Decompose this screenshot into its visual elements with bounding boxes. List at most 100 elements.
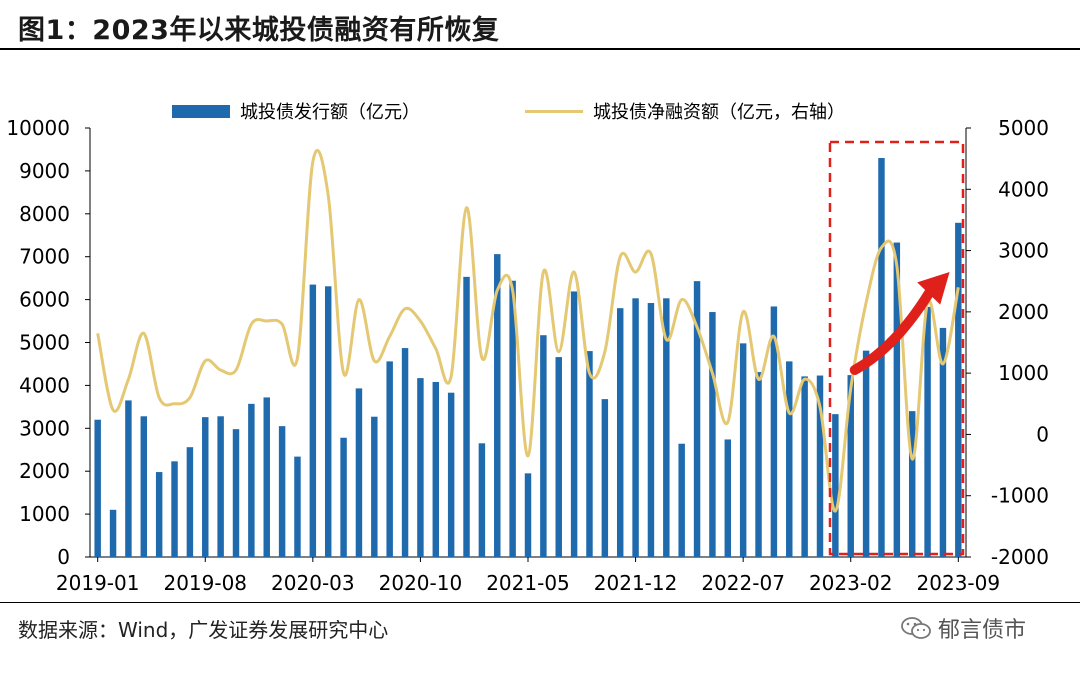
right-tick-label: 3000: [998, 239, 1049, 263]
watermark: 郁言债市: [900, 612, 1026, 644]
bar-2021-03: [494, 254, 501, 557]
left-tick-label: 1000: [19, 502, 70, 526]
bar-2019-05: [155, 472, 163, 557]
left-tick-label: 2000: [19, 459, 70, 483]
bar-2019-10: [232, 429, 240, 557]
bar-2021-07: [555, 357, 562, 557]
bar-2019-12: [263, 397, 270, 557]
left-tick-label: 10000: [6, 116, 70, 140]
bar-2020-06: [355, 388, 363, 557]
x-tick-label: 2019-01: [56, 571, 140, 595]
bar-2020-04: [324, 286, 332, 557]
x-tick-label: 2020-10: [379, 571, 463, 595]
bar-2022-05: [709, 312, 716, 557]
left-tick-label: 7000: [19, 245, 70, 269]
left-tick-label: 6000: [19, 288, 70, 312]
bar-2022-02: [663, 298, 670, 557]
bar-2022-04: [693, 281, 701, 557]
x-tick-label: 2019-08: [163, 571, 247, 595]
bar-2022-06: [724, 439, 732, 557]
bar-2019-01: [94, 419, 101, 557]
right-tick-label: 5000: [998, 116, 1049, 140]
right-tick-label: -2000: [991, 545, 1049, 569]
bar-2021-08: [570, 291, 578, 557]
source-note: 数据来源：Wind，广发证券发展研究中心: [18, 618, 389, 642]
x-tick-label: 2020-03: [271, 571, 355, 595]
trend-arrow-shaft: [849, 288, 934, 375]
bar-2022-03: [678, 443, 685, 557]
right-tick-label: 2000: [998, 300, 1049, 324]
bar-2020-10: [417, 378, 424, 557]
bar-2023-02: [847, 375, 854, 557]
bar-2021-01: [463, 276, 470, 557]
bar-2021-10: [601, 399, 609, 557]
wechat-icon: [901, 617, 931, 639]
x-tick-label: 2023-09: [917, 571, 1001, 595]
right-tick-label: 1000: [998, 361, 1049, 385]
bar-2022-12: [816, 375, 824, 557]
x-tick-label: 2022-07: [701, 571, 785, 595]
top-rule: [0, 48, 1080, 50]
bar-2020-03: [309, 284, 317, 557]
legend: 城投债发行额（亿元） 城投债净融资额（亿元，右轴）: [0, 98, 1080, 128]
left-tick-label: 4000: [19, 373, 70, 397]
legend-label-net-financing: 城投债净融资额（亿元，右轴）: [593, 102, 845, 123]
watermark-text: 郁言债市: [938, 618, 1027, 643]
bar-2022-11: [801, 376, 808, 557]
bar-2021-02: [478, 443, 486, 557]
legend-item-net-financing: 城投债净融资额（亿元，右轴）: [525, 98, 845, 124]
bar-2020-05: [340, 437, 347, 557]
left-tick-label: 8000: [19, 202, 70, 226]
left-tick-label: 0: [57, 545, 70, 569]
left-tick-label: 5000: [19, 331, 70, 355]
bar-2020-12: [447, 392, 455, 557]
bar-2019-03: [125, 400, 132, 557]
x-tick-label: 2021-12: [594, 571, 678, 595]
x-tick-label: 2021-05: [486, 571, 570, 595]
legend-swatch-line: [525, 109, 583, 113]
bar-2021-09: [586, 351, 593, 557]
bar-2020-08: [386, 361, 393, 557]
bar-2023-05: [893, 242, 901, 557]
left-tick-label: 9000: [19, 159, 70, 183]
left-tick-label: 3000: [19, 416, 70, 440]
right-tick-label: 0: [1036, 422, 1049, 446]
bar-2022-10: [786, 361, 793, 557]
bar-2022-01: [647, 303, 655, 557]
bar-2022-09: [770, 306, 778, 557]
x-tick-label: 2023-02: [809, 571, 893, 595]
bar-2019-11: [248, 403, 255, 557]
plot-area: 0 1000 2000 3000 4000 5000 6000 7000 8000 9000 100…: [6, 116, 1049, 595]
bar-2022-08: [755, 372, 762, 557]
right-tick-label: 4000: [998, 177, 1049, 201]
bar-2019-07: [186, 447, 194, 557]
bar-2023-06: [908, 411, 916, 557]
bar-2019-02: [109, 509, 117, 557]
bar-2023-07: [924, 306, 931, 557]
net-financing-line: [96, 148, 960, 513]
bar-2019-09: [217, 416, 224, 557]
bar-2020-02: [294, 456, 301, 557]
legend-swatch-bar: [172, 104, 230, 118]
chart: 0 1000 2000 3000 4000 5000 6000 7000 8000 9000 100…: [6, 116, 1049, 595]
figure-title: 图1：2023年以来城投债融资有所恢复: [18, 15, 500, 46]
bar-2021-05: [524, 473, 532, 557]
bar-2023-08: [939, 327, 947, 557]
bar-2021-11: [616, 308, 624, 557]
bar-2023-09: [955, 222, 962, 557]
trend-arrow-head: [917, 272, 950, 305]
bar-2023-03: [862, 350, 870, 557]
highlight-box: [828, 140, 965, 556]
bar-2019-06: [171, 461, 178, 557]
right-tick-label: -1000: [991, 484, 1049, 508]
legend-item-issuance: 城投债发行额（亿元）: [172, 98, 420, 124]
bar-2021-06: [540, 335, 547, 557]
bottom-rule: [0, 602, 1080, 603]
bar-2020-01: [278, 426, 286, 557]
bar-2020-07: [371, 416, 378, 557]
bar-2023-01: [832, 414, 839, 557]
bar-2019-04: [140, 416, 148, 557]
legend-label-issuance: 城投债发行额（亿元）: [240, 102, 420, 123]
bar-2021-12: [632, 298, 639, 557]
bar-2020-11: [432, 381, 440, 557]
